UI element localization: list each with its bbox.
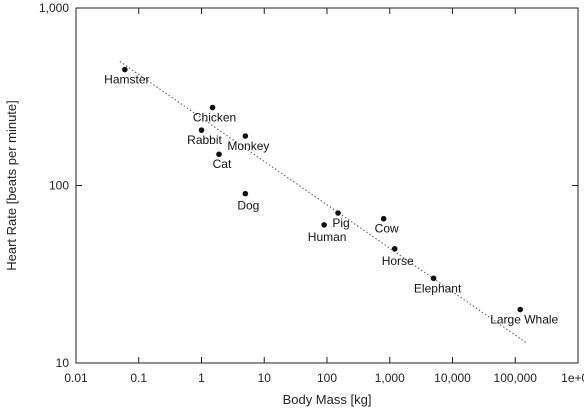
data-point-elephant (430, 275, 437, 282)
x-tick-label: 10 (258, 371, 272, 385)
points-layer (122, 66, 524, 313)
data-point-human (321, 222, 327, 228)
data-point-dog (242, 190, 249, 197)
point-label-rabbit: Rabbit (187, 133, 222, 147)
x-tick-label: 100,000 (494, 371, 538, 385)
y-tick-label: 100 (49, 179, 69, 193)
point-label-cow: Cow (375, 222, 399, 236)
data-point-horse (391, 245, 398, 252)
point-label-pig: Pig (332, 216, 349, 230)
point-label-large-whale: Large Whale (490, 313, 558, 327)
x-tick-label: 0.01 (64, 371, 88, 385)
data-point-chicken (209, 104, 216, 111)
y-axis-title: Heart Rate [beats per minute] (4, 100, 19, 271)
point-label-horse: Horse (382, 254, 414, 268)
data-point-hamster (122, 66, 128, 73)
axes-layer: 0.01 0.1 1 10 100 1,000 10,000 100,000 1e+06 10 10… (39, 1, 584, 385)
point-label-cat: Cat (213, 157, 232, 171)
x-tick-label: 100 (317, 371, 337, 385)
data-point-pig (335, 210, 341, 216)
point-label-chicken: Chicken (193, 111, 236, 125)
trend-line (119, 61, 527, 344)
y-tick-label: 10 (56, 356, 70, 370)
x-tick-label: 1e+06 (561, 371, 584, 385)
data-point-monkey (242, 133, 249, 139)
data-point-rabbit (198, 127, 205, 133)
point-label-dog: Dog (237, 199, 259, 213)
point-labels-layer: Hamster Chicken Rabbit Monkey Cat Dog PigHuman… (104, 73, 558, 327)
data-point-cat (216, 151, 222, 158)
point-label-hamster: Hamster (104, 73, 149, 87)
x-tick-label: 10,000 (434, 371, 471, 385)
x-tick-label: 1,000 (375, 371, 405, 385)
trendline-layer (119, 61, 527, 344)
data-point-cow (380, 215, 387, 222)
x-axis-title: Body Mass [kg] (283, 392, 372, 407)
y-tick-label: 1,000 (39, 1, 69, 15)
plot-frame (75, 7, 579, 364)
x-tick-label: 0.1 (130, 371, 147, 385)
point-label-elephant: Elephant (414, 281, 462, 295)
point-label-human: Human (308, 230, 347, 244)
data-point-large-whale (517, 306, 524, 313)
point-label-monkey: Monkey (227, 139, 269, 153)
x-tick-label: 1 (198, 371, 205, 385)
